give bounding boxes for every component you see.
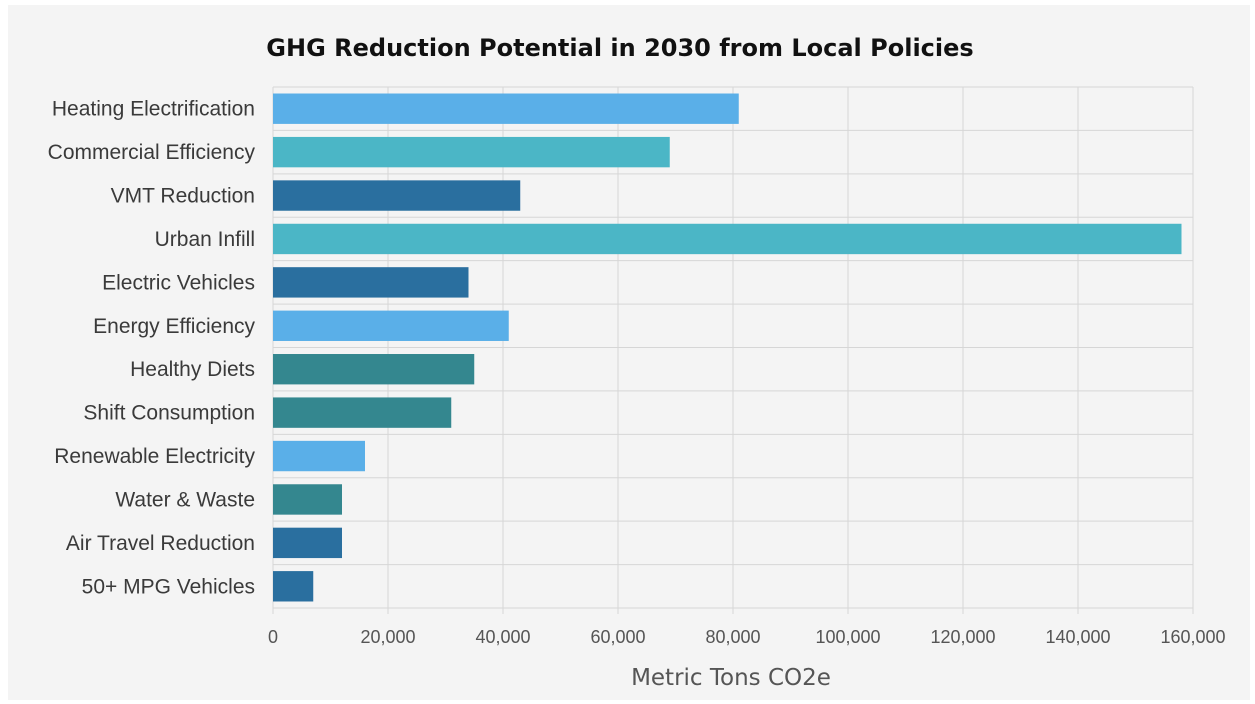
x-tick-label-4: 80,000 (705, 627, 760, 647)
bar-4 (273, 267, 469, 298)
bar-0 (273, 93, 739, 124)
x-tick-labels: 0 20,000 40,000 60,000 80,000 100,000 120,000 1… (268, 627, 1226, 647)
chart-frame: GHG Reduction Potential in 2030 from Loc… (8, 5, 1250, 700)
bar-9 (273, 484, 342, 515)
bar-5 (273, 310, 509, 341)
category-label-0: Heating Electrification (52, 98, 255, 121)
bar-chart: GHG Reduction Potential in 2030 from Loc… (48, 34, 1226, 691)
x-tick-label-8: 160,000 (1160, 627, 1225, 647)
bar-10 (273, 527, 342, 559)
category-label-6: Healthy Diets (130, 358, 255, 381)
x-tick-label-7: 140,000 (1045, 627, 1110, 647)
x-tick-label-6: 120,000 (930, 627, 995, 647)
x-tick-label-1: 20,000 (360, 627, 415, 647)
x-tick-label-3: 60,000 (590, 627, 645, 647)
grid-lines (272, 86, 1194, 614)
category-label-11: 50+ MPG Vehicles (82, 575, 255, 598)
chart-title: GHG Reduction Potential in 2030 from Loc… (266, 34, 973, 62)
bar-1 (273, 136, 670, 168)
bar-7 (273, 397, 452, 428)
category-label-7: Shift Consumption (83, 402, 255, 425)
category-label-2: VMT Reduction (111, 185, 255, 208)
category-label-8: Renewable Electricity (54, 445, 255, 468)
x-tick-label-2: 40,000 (475, 627, 530, 647)
x-tick-label-5: 100,000 (815, 627, 880, 647)
bar-6 (273, 354, 475, 385)
category-labels: Heating Electrification Commercial Effici… (48, 98, 256, 599)
category-label-3: Urban Infill (155, 228, 255, 251)
category-label-4: Electric Vehicles (102, 271, 255, 294)
category-label-5: Energy Efficiency (93, 315, 255, 338)
bars (273, 93, 1182, 602)
x-axis-title: Metric Tons CO2e (631, 665, 831, 691)
category-label-9: Water & Waste (115, 488, 255, 511)
bar-3 (273, 223, 1182, 255)
bar-2 (273, 180, 521, 211)
category-label-10: Air Travel Reduction (66, 532, 255, 555)
bar-8 (273, 440, 365, 472)
bar-11 (273, 571, 314, 602)
category-label-1: Commercial Efficiency (48, 141, 256, 164)
x-tick-label-0: 0 (268, 627, 278, 647)
